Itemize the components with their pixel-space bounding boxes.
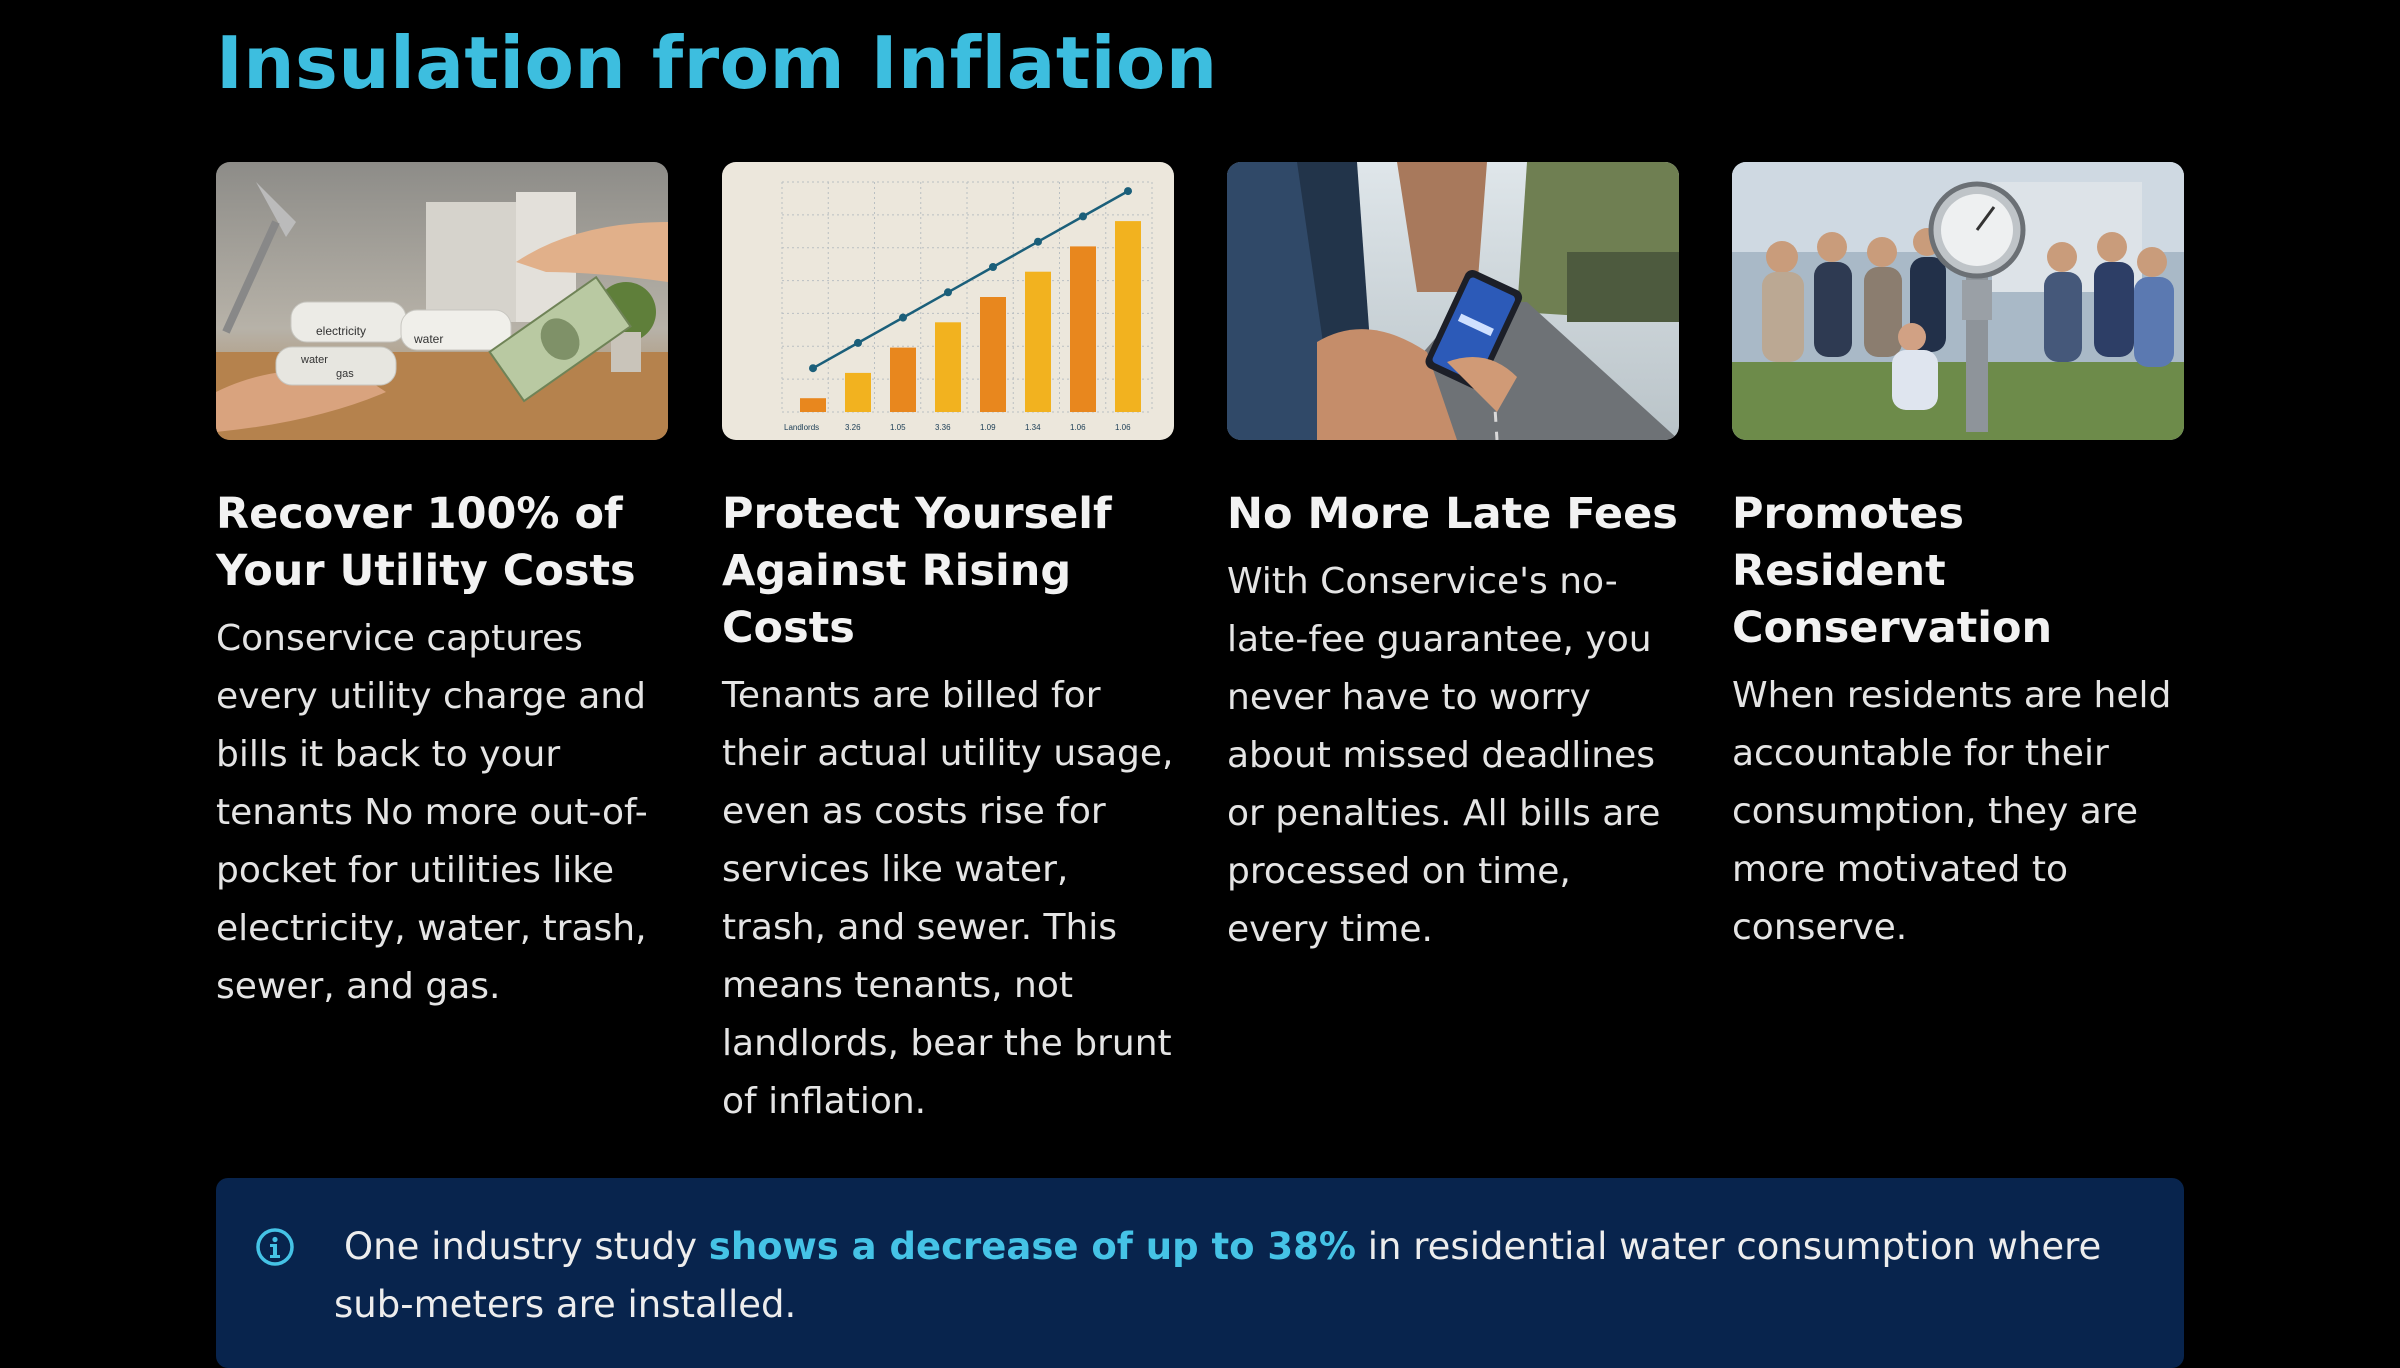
chart-tick-label: 1.06 xyxy=(1115,423,1131,432)
phone-on-street-image xyxy=(1227,162,1679,440)
chart-bar xyxy=(1025,271,1051,412)
feature-card-recover-costs: electricity water water gas Recover 100%… xyxy=(216,162,668,1016)
chart-tick-label: 1.06 xyxy=(1070,423,1086,432)
chart-tick-label: 3.26 xyxy=(845,423,861,432)
phone-on-street-illustration xyxy=(1227,162,1679,440)
card-title: No More Late Fees xyxy=(1227,489,1678,539)
chart-bar xyxy=(1115,221,1141,412)
info-callout: One industry study shows a decrease of u… xyxy=(216,1178,2184,1368)
chart-tick-labels: Landlords 3.26 1.05 3.36 1.09 1.34 1.06 1.06 xyxy=(784,423,1131,432)
bills-and-cash-illustration: electricity water water gas xyxy=(216,162,668,440)
card-description: When residents are held accountable for … xyxy=(1732,675,2172,948)
chart-bar xyxy=(1070,246,1096,412)
card-title: Recover 100% of Your Utility Costs xyxy=(216,489,636,596)
chart-tick-label: 1.05 xyxy=(890,423,906,432)
page-title: Insulation from Inflation xyxy=(216,21,1218,105)
card-description: Conservice captures every utility charge… xyxy=(216,618,648,1007)
rising-bar-chart-illustration: Landlords 3.26 1.05 3.36 1.09 1.34 1.06 1.06 xyxy=(722,162,1174,440)
card-title: Promotes Resident Conservation xyxy=(1732,489,2053,653)
chart-bar xyxy=(890,347,916,412)
card-description: Tenants are billed for their actual util… xyxy=(722,675,1174,1122)
callout-text-after: in residential water consumption where s… xyxy=(334,1225,2102,1326)
bill-label-gas: gas xyxy=(336,368,354,380)
rising-chart-image: Landlords 3.26 1.05 3.36 1.09 1.34 1.06 1.06 xyxy=(722,162,1174,440)
chart-tick-label: Landlords xyxy=(784,423,819,432)
card-title: Protect Yourself Against Rising Costs xyxy=(722,489,1112,653)
bill-label-water: water xyxy=(413,332,443,346)
residents-with-meter-image xyxy=(1732,162,2184,440)
callout-text-before: One industry study xyxy=(344,1225,709,1268)
info-icon xyxy=(256,1228,294,1266)
callout-text: One industry study shows a decrease of u… xyxy=(334,1218,2144,1334)
callout-highlight: shows a decrease of up to 38% xyxy=(708,1225,1356,1268)
chart-bar xyxy=(800,398,826,412)
card-description: With Conservice's no-late-fee guarantee,… xyxy=(1227,561,1661,950)
feature-card-rising-costs: Landlords 3.26 1.05 3.36 1.09 1.34 1.06 1.06 Pr… xyxy=(722,162,1174,1131)
chart-tick-label: 1.34 xyxy=(1025,423,1041,432)
bill-label-water-2: water xyxy=(300,354,328,366)
chart-tick-label: 3.36 xyxy=(935,423,951,432)
chart-bar xyxy=(845,372,871,412)
feature-card-late-fees: No More Late Fees With Conservice's no-l… xyxy=(1227,162,1679,959)
chart-bars xyxy=(800,187,1141,412)
bill-label-electricity: electricity xyxy=(316,324,366,338)
chart-bar xyxy=(980,297,1006,412)
feature-card-conservation: Promotes Resident Conservation When resi… xyxy=(1732,162,2184,957)
chart-bar xyxy=(935,322,961,412)
bills-and-cash-image: electricity water water gas xyxy=(216,162,668,440)
chart-tick-label: 1.09 xyxy=(980,423,996,432)
residents-with-meter-illustration xyxy=(1732,162,2184,440)
feature-cards: electricity water water gas Recover 100%… xyxy=(216,162,2184,1142)
